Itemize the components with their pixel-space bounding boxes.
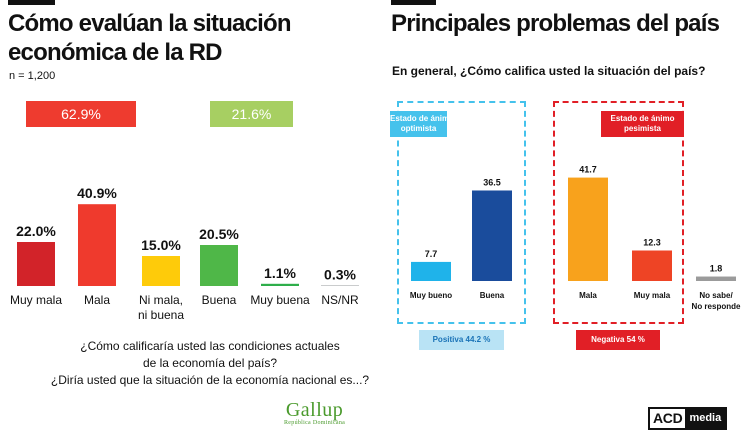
left-question-line1: ¿Cómo calificaría usted las condiciones … [80,339,340,353]
category-label: Muy bueno [410,291,452,300]
negative-total-footer: Negativa 54 % [576,330,660,350]
optimist-badge-line2: optimista [400,124,437,133]
left-question: ¿Cómo calificaría usted las condiciones … [40,338,380,389]
bar [472,190,512,281]
category-label: Muy mala [634,291,671,300]
category-label: Muy buena [250,293,310,307]
bar [200,245,238,286]
pessimist-dashed-box [553,101,684,324]
data-label: 41.7 [579,165,597,175]
category-label: Buena [202,293,237,307]
optimist-badge: Estado de ánimo optimista [390,111,455,137]
data-label: 22.0% [16,223,56,239]
right-bar-chart: 7.7 Muy bueno 36.5 Buena 41.7 Mala 12.3 Muy mal… [410,165,741,311]
category-label: ni buena [138,308,184,322]
bar [321,285,359,286]
category-label: No sabe/ [699,291,733,300]
bar [568,177,608,281]
data-label: 0.3% [324,266,356,282]
category-label: NS/NR [321,293,359,307]
right-question: En general, ¿Cómo califica usted la situ… [392,64,706,78]
category-label: Ni mala, [139,293,183,307]
data-label: 36.5 [483,177,501,187]
bar [17,242,55,286]
optimist-dashed-box [397,101,526,324]
data-label: 1.8 [710,264,723,274]
left-title-line2: económica de la RD [8,39,222,66]
right-top-rule [391,0,436,5]
category-label: Mala [84,293,110,307]
left-bar-chart: 22.0% Muy mala 40.9% Mala 15.0% Ni mala,ni bu… [10,185,359,322]
category-label: No responde [692,302,741,311]
data-label: 12.3 [643,237,661,247]
data-label: 7.7 [425,249,438,259]
data-label: 40.9% [77,185,117,201]
left-question-line3: ¿Diría usted que la situación de la econ… [50,373,370,387]
negative-total-badge: 62.9% [26,101,136,127]
positive-total-footer: Positiva 44.2 % [419,330,504,350]
left-title-line1: Cómo evalúan la situación [8,10,292,37]
data-label: 20.5% [199,226,239,242]
bar [696,276,736,281]
optimist-badge-line1: Estado de ánimo [390,114,455,123]
right-title: Principales problemas del país [391,10,720,37]
gallup-wordmark: Gallup [285,399,344,421]
pessimist-badge: Estado de ánimo pesimista [601,111,684,137]
pessimist-badge-line1: Estado de ánimo [610,114,675,123]
acd-media-logo: ACD media [648,407,728,430]
pessimist-badge-line2: pesimista [624,124,661,133]
positive-total-badge: 21.6% [210,101,293,127]
category-label: Mala [579,291,597,300]
gallup-logo: Gallup República Dominicana [284,400,345,426]
gallup-subtitle: República Dominicana [284,420,346,426]
data-label: 15.0% [141,237,181,253]
media-wordmark: media [685,409,726,428]
acd-wordmark: ACD [650,409,686,428]
bar [142,256,180,286]
category-label: Buena [480,291,505,300]
bar [78,204,116,286]
bar [261,283,299,286]
bar [411,261,451,281]
data-label: 1.1% [264,265,296,281]
sample-size: n = 1,200 [9,70,56,82]
bar [632,250,672,281]
left-question-line2: de la economía del país? [142,356,278,370]
left-top-rule [8,0,55,5]
category-label: Muy mala [10,293,62,307]
